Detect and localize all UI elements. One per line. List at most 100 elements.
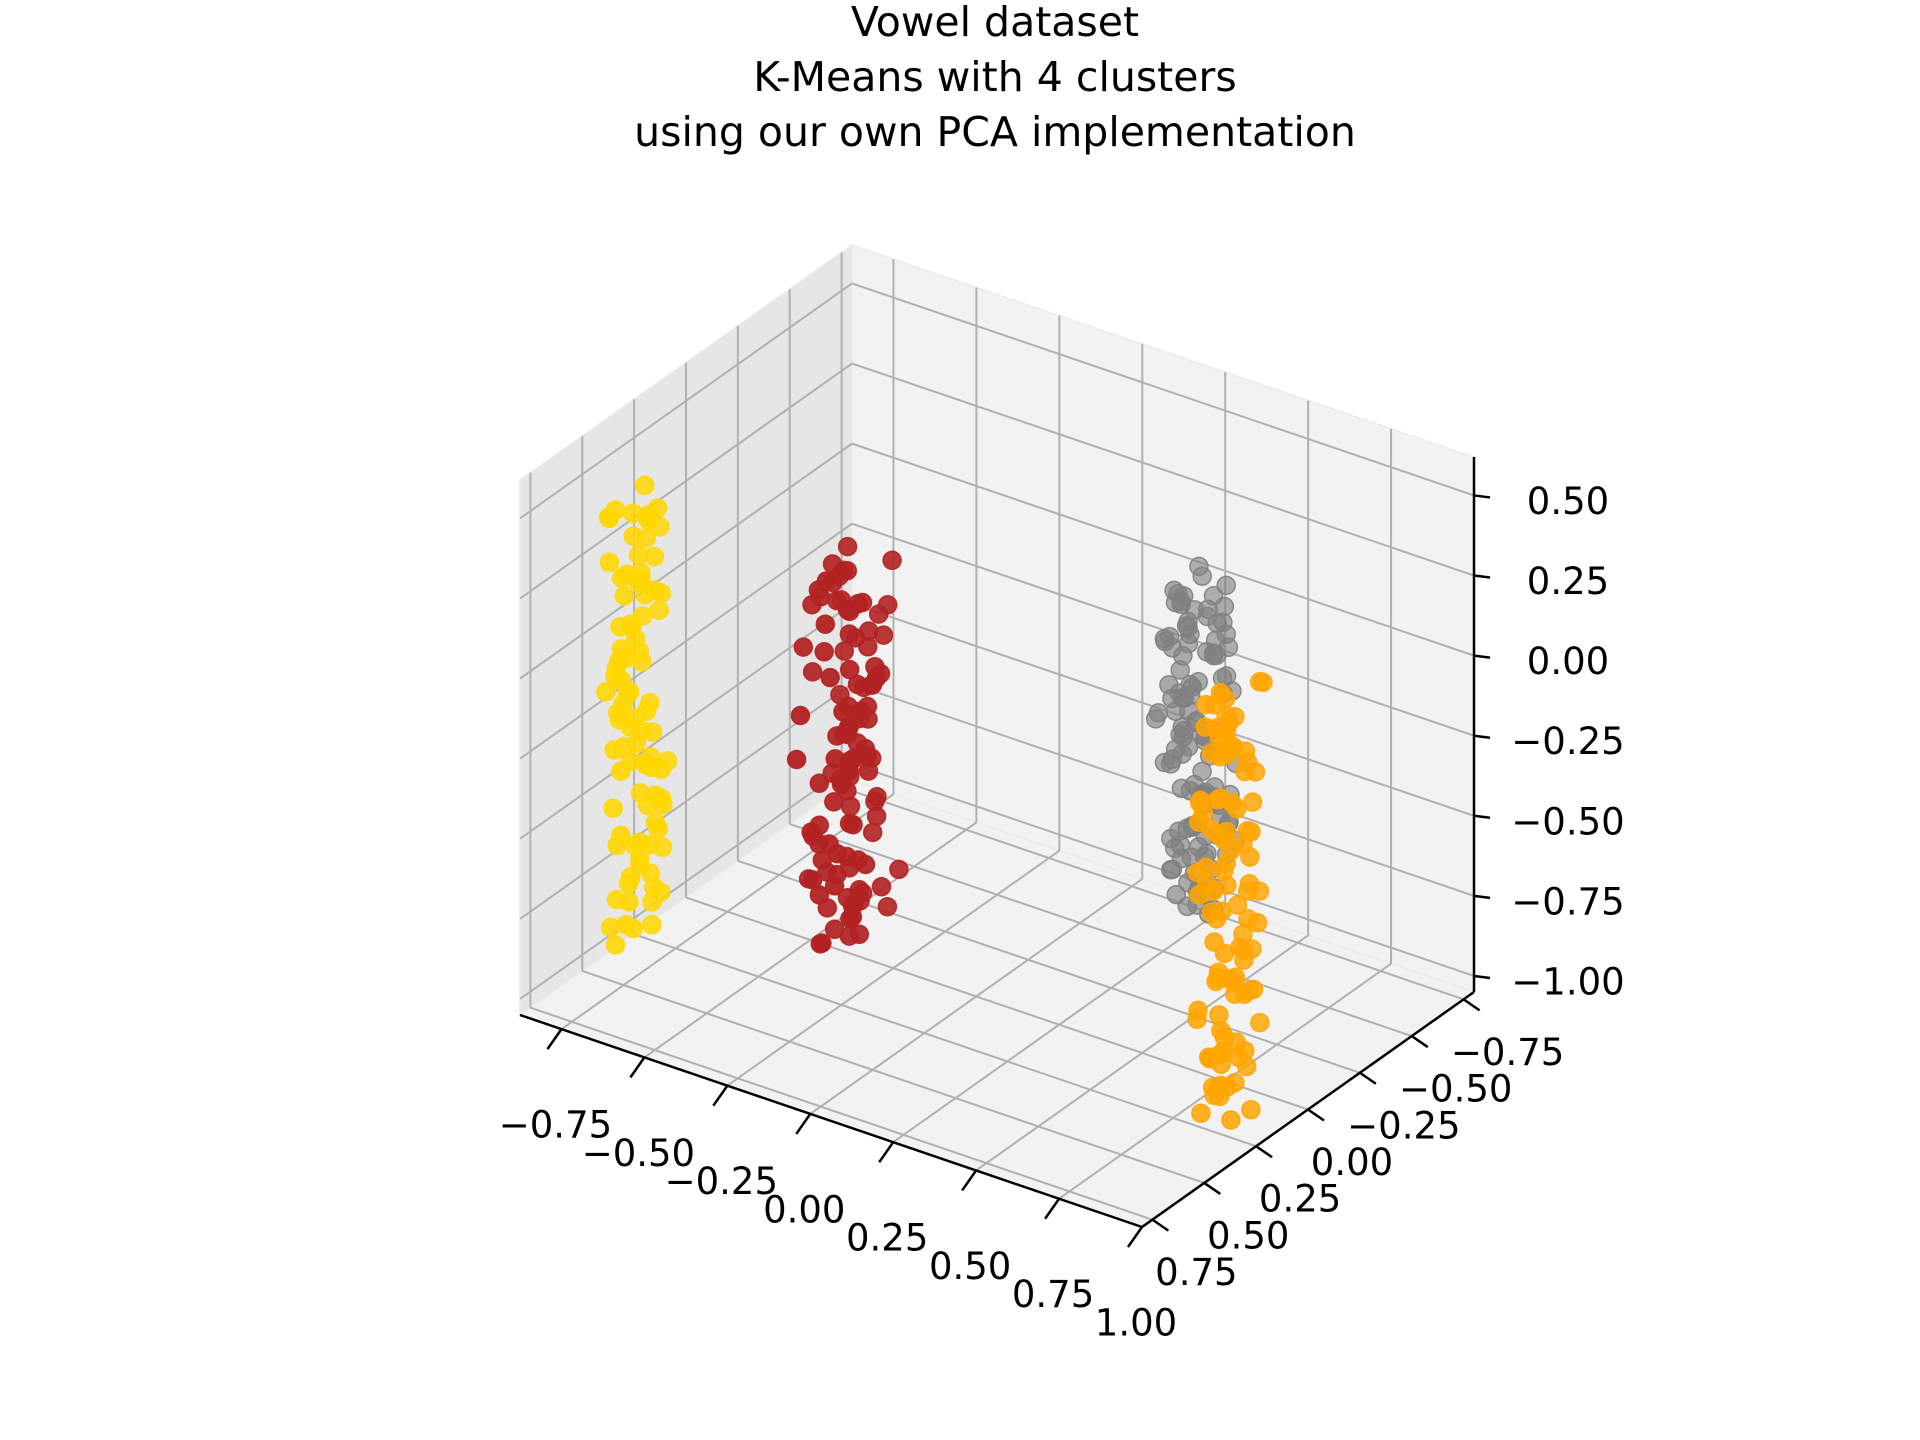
gridline-z-left <box>519 522 853 760</box>
scatter-point-cluster-2 <box>837 536 858 557</box>
x-tick-mark <box>961 1169 978 1192</box>
gridline-z-back <box>851 682 1475 897</box>
x-tick-label: 0.25 <box>846 1217 928 1260</box>
scatter-point-cluster-3 <box>1237 752 1258 772</box>
scatter-point-cluster-2 <box>810 934 831 954</box>
scatter-point-cluster-4 <box>1173 727 1193 747</box>
scatter-point-cluster-3 <box>1202 1077 1223 1098</box>
y-tick-mark <box>1359 1071 1377 1085</box>
scatter-point-cluster-4 <box>1192 566 1212 586</box>
scatter-point-cluster-2 <box>802 662 823 682</box>
scatter-point-cluster-2 <box>862 822 883 843</box>
gridline-z-left <box>519 442 853 680</box>
x-tick-label: 1.00 <box>1095 1302 1177 1345</box>
gridline-z-left <box>519 763 853 1000</box>
scatter-point-cluster-4 <box>1178 611 1198 632</box>
scatter-point-cluster-1 <box>603 798 623 819</box>
scatter-point-cluster-4 <box>1171 778 1192 799</box>
scatter-point-cluster-1 <box>623 503 643 523</box>
scatter-point-cluster-1 <box>628 572 649 592</box>
z-tick-label: 0.00 <box>1527 640 1609 683</box>
scatter-point-cluster-1 <box>642 892 662 912</box>
scatter-point-cluster-2 <box>827 843 848 864</box>
scatter-point-cluster-1 <box>599 552 620 573</box>
scatter-point-cluster-3 <box>1210 788 1231 809</box>
scatter-point-cluster-2 <box>824 792 844 812</box>
z-tick-label: 0.25 <box>1527 560 1609 603</box>
x-tick-label: −0.25 <box>665 1160 778 1203</box>
scatter-point-cluster-3 <box>1213 1041 1233 1061</box>
z-tick-label: −1.00 <box>1511 960 1624 1003</box>
scatter-point-cluster-2 <box>865 656 885 677</box>
scatter-point-cluster-1 <box>611 568 632 588</box>
y-tick-mark <box>1255 1145 1273 1159</box>
scatter-point-cluster-3 <box>1224 737 1244 757</box>
scatter-point-cluster-2 <box>840 909 860 929</box>
scatter-point-cluster-1 <box>640 507 661 528</box>
gridline-y-floor <box>789 823 1413 1038</box>
scatter-point-cluster-1 <box>605 935 626 955</box>
z-tick-mark <box>1473 734 1491 739</box>
scatter-point-cluster-2 <box>793 637 814 657</box>
scatter-point-cluster-1 <box>645 812 666 833</box>
z-tick-label: −0.50 <box>1511 800 1624 843</box>
y-tick-mark <box>1151 1218 1170 1232</box>
scatter-point-cluster-4 <box>1145 709 1166 729</box>
scatter-point-cluster-1 <box>609 650 629 671</box>
scatter-point-cluster-1 <box>600 917 621 938</box>
axis-panes <box>518 243 1476 1228</box>
y-tick-label: −0.50 <box>1399 1068 1512 1111</box>
z-tick-mark <box>1473 894 1491 900</box>
scatter-point-cluster-1 <box>625 708 646 728</box>
scatter-point-cluster-3 <box>1189 812 1209 832</box>
scatter-point-cluster-3 <box>1196 857 1216 878</box>
gridline-z-left <box>519 282 853 520</box>
scatter-point-cluster-1 <box>614 586 635 606</box>
x-tick-mark <box>795 1113 812 1135</box>
scatter-point-cluster-3 <box>1221 1110 1241 1130</box>
scatter-point-cluster-3 <box>1239 980 1259 1001</box>
x-tick-label: 0.75 <box>1012 1273 1094 1316</box>
y-tick-label: −0.25 <box>1347 1104 1460 1147</box>
scatter-point-cluster-3 <box>1210 683 1231 703</box>
y-tick-mark <box>1203 1181 1221 1195</box>
scatter-point-cluster-1 <box>604 740 624 760</box>
scatter-point-cluster-1 <box>613 694 634 714</box>
scatter-point-cluster-2 <box>837 888 858 908</box>
gridline-z-back <box>851 282 1475 497</box>
title-line-1: Vowel dataset <box>851 0 1139 46</box>
axes: −0.75−0.50−0.250.000.250.500.751.00−0.75… <box>499 457 1625 1345</box>
scatter-point-cluster-2 <box>866 806 887 827</box>
scatter-point-cluster-1 <box>649 600 669 620</box>
scatter-point-cluster-2 <box>871 876 892 897</box>
y-tick-mark <box>1307 1108 1325 1122</box>
y-tick-label: −0.75 <box>1451 1031 1564 1074</box>
scatter-point-cluster-3 <box>1209 728 1230 748</box>
x-tick-label: −0.50 <box>582 1132 695 1175</box>
scatter-point-cluster-4 <box>1177 896 1197 917</box>
scatter-points <box>596 475 1273 1130</box>
x-tick-mark <box>1126 1226 1144 1248</box>
scatter-point-cluster-1 <box>618 873 639 894</box>
y-tick-mark <box>1462 998 1481 1012</box>
x-tick-label: −0.75 <box>499 1104 612 1147</box>
scatter-point-cluster-1 <box>599 508 620 529</box>
scatter-point-cluster-2 <box>827 590 847 611</box>
gridline-z-back <box>851 442 1475 657</box>
scatter-point-cluster-3 <box>1233 941 1254 961</box>
scatter-point-cluster-2 <box>837 560 858 581</box>
scatter-point-cluster-3 <box>1206 909 1227 929</box>
gridline-z-back <box>851 362 1475 577</box>
scatter-point-cluster-4 <box>1207 613 1227 634</box>
scatter-point-cluster-3 <box>1214 943 1235 964</box>
scatter-point-cluster-1 <box>596 682 616 702</box>
scatter-point-cluster-2 <box>814 642 834 662</box>
scatter-point-cluster-3 <box>1216 705 1236 726</box>
scatter-point-cluster-2 <box>802 870 823 890</box>
gridline-y-floor <box>685 896 1309 1111</box>
x-tick-mark <box>712 1084 729 1107</box>
scatter-point-cluster-2 <box>809 773 830 794</box>
scatter-point-cluster-2 <box>855 738 876 759</box>
scatter-point-cluster-1 <box>630 783 651 803</box>
